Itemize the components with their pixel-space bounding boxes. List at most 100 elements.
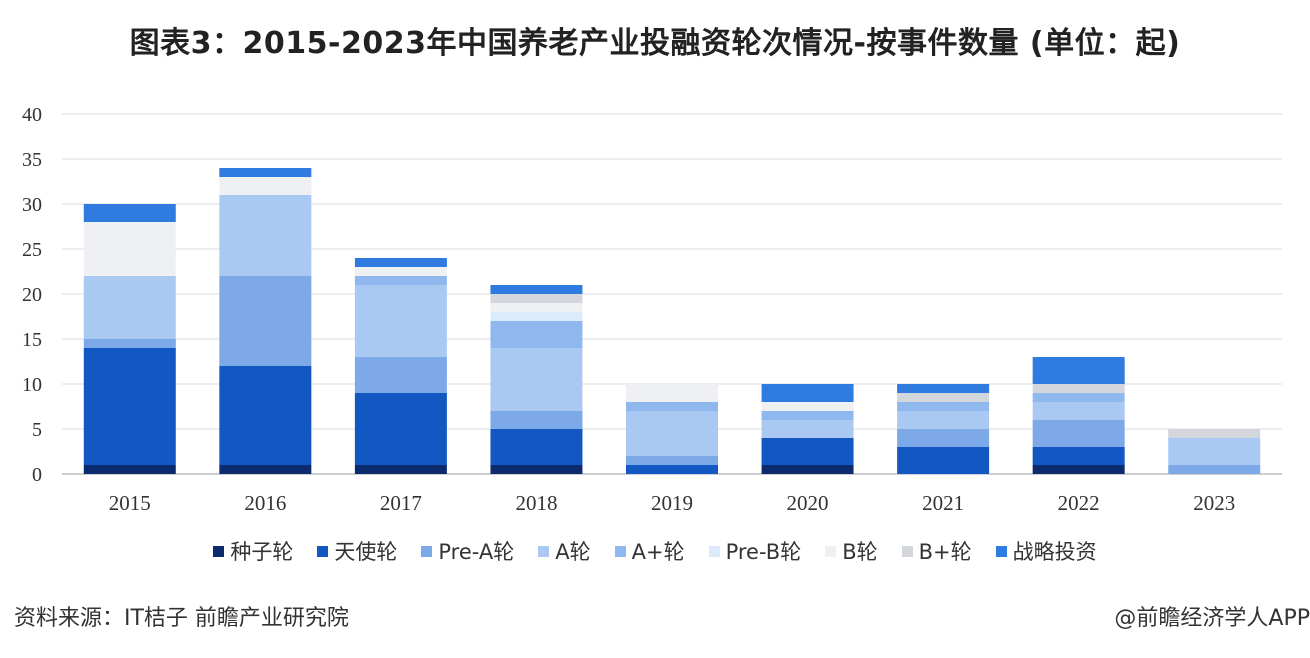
bar-segment	[83, 222, 176, 276]
bar-segment	[354, 285, 447, 357]
y-tick-label: 25	[22, 239, 42, 261]
y-tick-label: 5	[32, 419, 42, 441]
bar-segment	[626, 456, 718, 465]
legend-item: B轮	[825, 536, 878, 566]
legend-item: A轮	[538, 536, 591, 566]
bar-segment	[219, 276, 312, 366]
y-tick-label: 30	[22, 194, 42, 216]
brand-credit: @前瞻经济学人APP	[1114, 606, 1310, 631]
bar-segment	[761, 420, 854, 438]
bar-segment	[897, 411, 990, 429]
bar-segment	[354, 276, 447, 285]
legend-swatch	[901, 545, 913, 557]
y-tick-label: 15	[22, 329, 42, 351]
legend-swatch	[317, 545, 329, 557]
bar-segment	[897, 393, 990, 402]
legend-item: Pre-A轮	[421, 536, 514, 566]
legend-label: A轮	[555, 540, 591, 564]
bar-segment	[1032, 357, 1125, 384]
bar-segment	[490, 411, 583, 429]
legend-label: Pre-B轮	[725, 540, 802, 564]
legend-swatch	[995, 545, 1007, 557]
bar-segment	[1168, 465, 1261, 474]
legend-item: 种子轮	[213, 536, 293, 566]
chart-title: 图表3：2015-2023年中国养老产业投融资轮次情况-按事件数量 (单位：起)	[129, 26, 1181, 61]
bar-segment	[83, 204, 176, 222]
stacked-bar-chart: 0 5 10 15 20 25 30 35 40 2015 2016 2017 2018 2019 2020…	[22, 104, 1282, 515]
bar-segment	[490, 294, 583, 303]
bar-segment	[626, 411, 718, 456]
legend-swatch	[213, 545, 225, 557]
bar-segment	[83, 276, 176, 339]
legend-label: Pre-A轮	[438, 540, 515, 564]
legend-item: Pre-B轮	[708, 536, 802, 566]
bar-segment	[761, 384, 854, 402]
bar-segment	[219, 195, 312, 276]
bar-segment	[626, 402, 718, 411]
legend-label: A+轮	[631, 540, 685, 564]
bar-segment	[1168, 438, 1261, 465]
x-tick-label: 2020	[787, 491, 829, 515]
bar-segment	[897, 384, 990, 393]
bar-segment	[490, 429, 583, 465]
legend-label: B+轮	[918, 540, 972, 564]
x-tick-label: 2023	[1193, 491, 1235, 515]
bar-segment	[219, 465, 312, 474]
legend-swatch	[825, 545, 837, 557]
bar-segment	[490, 312, 583, 321]
x-tick-label: 2022	[1058, 491, 1100, 515]
bar-segment	[354, 357, 447, 393]
y-tick-label: 0	[32, 464, 42, 486]
legend-swatch	[538, 545, 550, 557]
y-tick-label: 20	[22, 284, 42, 306]
source-note: 资料来源：IT桔子 前瞻产业研究院	[14, 606, 349, 631]
bar-segment	[354, 393, 447, 465]
y-tick-label: 40	[22, 104, 42, 126]
bar-segment	[1032, 384, 1125, 393]
bar-segment	[219, 177, 312, 195]
bar-segment	[490, 321, 583, 348]
bar-segment	[897, 447, 990, 474]
legend-label: 战略投资	[1012, 540, 1097, 564]
bar-segment	[1032, 447, 1125, 465]
bar-segment	[626, 384, 718, 402]
bar-segment	[490, 303, 583, 312]
bar-segment	[1032, 420, 1125, 447]
bar-segment	[1032, 393, 1125, 402]
legend-swatch	[421, 545, 433, 557]
legend-swatch	[708, 545, 720, 557]
bar-segment	[897, 429, 990, 447]
bar-segment	[219, 168, 312, 177]
legend-item: 天使轮	[317, 536, 397, 566]
y-tick-label: 10	[22, 374, 42, 396]
bar-segment	[761, 402, 854, 411]
bar-segment	[897, 402, 990, 411]
x-tick-label: 2019	[651, 491, 693, 515]
x-tick-label: 2017	[380, 491, 422, 515]
bar-segment	[761, 465, 854, 474]
bar-segment	[354, 465, 447, 474]
x-tick-label: 2016	[244, 491, 286, 515]
bar-segment	[219, 366, 312, 465]
legend-item: A+轮	[614, 536, 685, 566]
bar-segment	[490, 285, 583, 294]
bar-segment	[83, 465, 176, 474]
bar-segment	[490, 465, 583, 474]
x-tick-label: 2018	[515, 491, 557, 515]
legend-label: B轮	[842, 540, 878, 564]
legend-item: B+轮	[901, 536, 972, 566]
legend-swatch	[614, 545, 626, 557]
legend-item: 战略投资	[995, 536, 1097, 566]
y-tick-label: 35	[22, 149, 42, 171]
bar-segment	[354, 258, 447, 267]
bar-segment	[1032, 402, 1125, 420]
bar-segment	[83, 339, 176, 348]
bar-segment	[83, 348, 176, 465]
bar-segment	[1032, 465, 1125, 474]
bar-segment	[490, 348, 583, 411]
bar-segment	[1168, 429, 1261, 438]
x-tick-label: 2021	[922, 491, 964, 515]
bar-segment	[761, 438, 854, 465]
bar-segment	[761, 411, 854, 420]
legend-label: 种子轮	[230, 540, 294, 564]
